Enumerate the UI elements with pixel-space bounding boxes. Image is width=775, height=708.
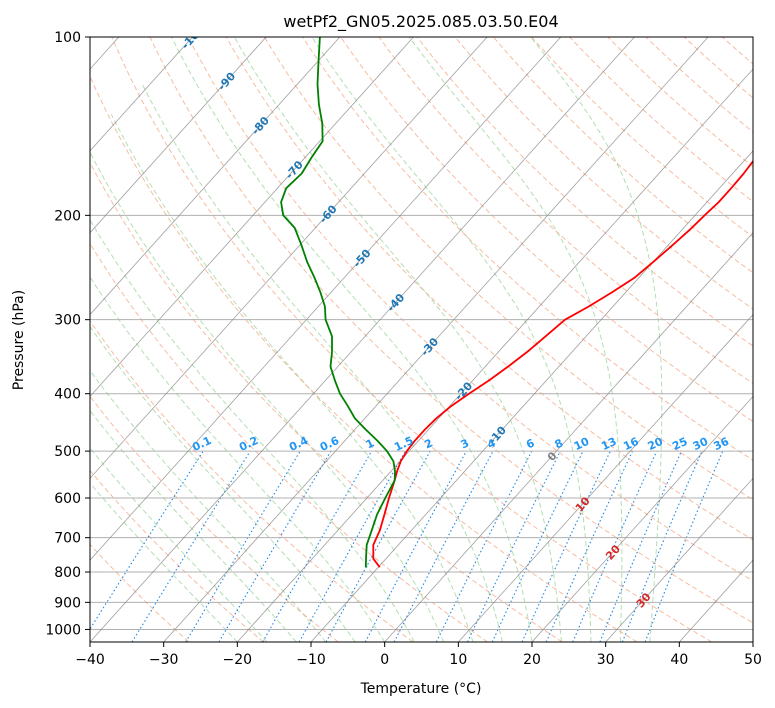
moist-adiabat-line [90,325,356,642]
moist-adiabat-line [311,37,592,642]
isotherm-line [90,37,267,234]
mixing-ratio-line [262,450,373,642]
mixing-ratio-label: 20 [646,435,666,453]
plot-frame [89,36,754,643]
isotherm-line [90,37,488,479]
x-tick-label: −20 [223,652,253,668]
dry-adiabat-line [90,395,339,642]
dry-adiabat-line [149,37,753,624]
mixing-ratio-lines [90,450,724,642]
moist-adiabat-line [141,83,503,642]
isotherm-line [90,37,635,642]
isotherm-line [90,37,341,316]
dry-adiabat-line [90,320,414,642]
dry-adiabat-line [111,37,712,642]
isotherm-line [458,313,753,642]
mixing-ratio-line [621,450,703,642]
mixing-ratio-line [545,450,633,642]
y-tick-label: 300 [54,313,81,329]
mixing-ratio-label: 30 [691,435,711,453]
dry-adiabat-line [569,37,753,203]
mixing-ratio-label: 10 [572,435,592,453]
x-tick-label: 40 [670,652,688,668]
dry-adiabat-line [90,75,638,642]
y-tick-label: 900 [54,595,81,611]
moist-adiabat-line [171,37,533,642]
y-axis-label: Pressure (hPa) [11,290,27,390]
isotherm-line [237,68,753,642]
y-tick-label: 600 [54,491,81,507]
moist-adiabat-line [233,37,562,642]
moist-adiabat-line [90,409,297,642]
dry-adiabats [90,37,753,642]
profile-series [280,37,753,568]
y-tick-label: 100 [54,30,81,46]
mixing-ratio-label: 36 [712,435,732,453]
x-tick-label: 10 [449,652,467,668]
dry-adiabat-line [493,37,753,274]
isotherm-line [90,37,562,561]
dry-adiabat-line [416,37,753,347]
isotherm-line [531,395,753,642]
isotherm-label: 40 [664,638,684,658]
dry-adiabat-line [225,37,753,541]
isotherm-line [163,37,709,642]
y-tick-label: 200 [54,208,81,224]
x-tick-label: −40 [75,652,105,668]
mixing-ratio-label: 16 [621,435,641,453]
mixing-ratio-label: 13 [599,435,618,453]
mixing-ratio-line [467,450,561,642]
dry-adiabat-line [90,242,488,642]
x-tick-label: 30 [597,652,615,668]
mixing-ratio-line [298,450,406,642]
x-tick-label: 50 [744,652,762,668]
y-tick-label: 500 [54,444,81,460]
x-tick-label: 20 [523,652,541,668]
moist-adiabat-line [90,276,386,642]
moist-adiabat-line [90,218,415,642]
isotherm-line [384,232,753,642]
dry-adiabat-line [90,469,264,642]
dry-adiabat-line [187,37,753,582]
y-tick-label: 1000 [45,622,81,638]
mixing-ratio-line [185,450,301,642]
mixing-ratio-line [599,450,682,642]
mixing-ratio-line [491,450,584,642]
mixing-ratio-line [131,450,251,642]
isotherm-lines [90,37,753,642]
x-axis-ticks: −40 −30 −20 −10 0 10 20 30 40 50 [75,642,762,668]
x-tick-label: −30 [149,652,179,668]
isotherm-line [90,37,193,152]
pressure-gridlines [90,37,753,630]
chart-title: wetPf2_GN05.2025.085.03.50.E04 [283,12,558,32]
dewpoint-line [280,37,396,568]
dry-adiabat-line [264,37,753,501]
moist-adiabat-line [90,447,268,642]
mixing-ratio-line [90,450,204,631]
isotherm-line [310,150,753,642]
mixing-ratio-line [521,450,611,642]
mixing-ratio-label: 25 [670,435,689,453]
y-tick-label: 800 [54,565,81,581]
x-axis-label: Temperature (°C) [360,681,482,697]
y-tick-label: 400 [54,387,81,403]
moist-adiabat-line [408,37,623,642]
dry-adiabat-line [378,37,753,385]
x-tick-label: −10 [296,652,326,668]
mixing-ratio-line [325,450,431,642]
x-tick-label: 0 [380,652,389,668]
mixing-ratio-line [218,450,332,642]
moist-adiabat-line [110,113,474,642]
moist-adiabat-line [530,37,663,642]
y-axis-ticks: 100 200 300 400 500 600 700 800 900 1000 [45,30,90,638]
isotherm-line [605,477,753,642]
y-tick-label: 700 [54,531,81,547]
dry-adiabat-line [90,161,563,642]
moist-adiabat-line [90,482,238,642]
